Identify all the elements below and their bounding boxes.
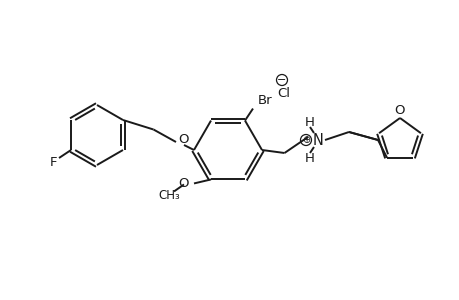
Text: H: H <box>304 152 314 164</box>
Text: O: O <box>178 177 189 190</box>
Text: O: O <box>394 103 404 116</box>
Text: H: H <box>304 116 314 128</box>
Text: Cl: Cl <box>277 86 290 100</box>
Text: Br: Br <box>257 94 272 107</box>
Text: F: F <box>49 155 56 169</box>
Text: ⊕: ⊕ <box>301 135 309 145</box>
Text: N: N <box>312 133 323 148</box>
Text: O: O <box>179 133 189 146</box>
Text: −: − <box>277 75 286 85</box>
Text: CH₃: CH₃ <box>158 189 179 202</box>
